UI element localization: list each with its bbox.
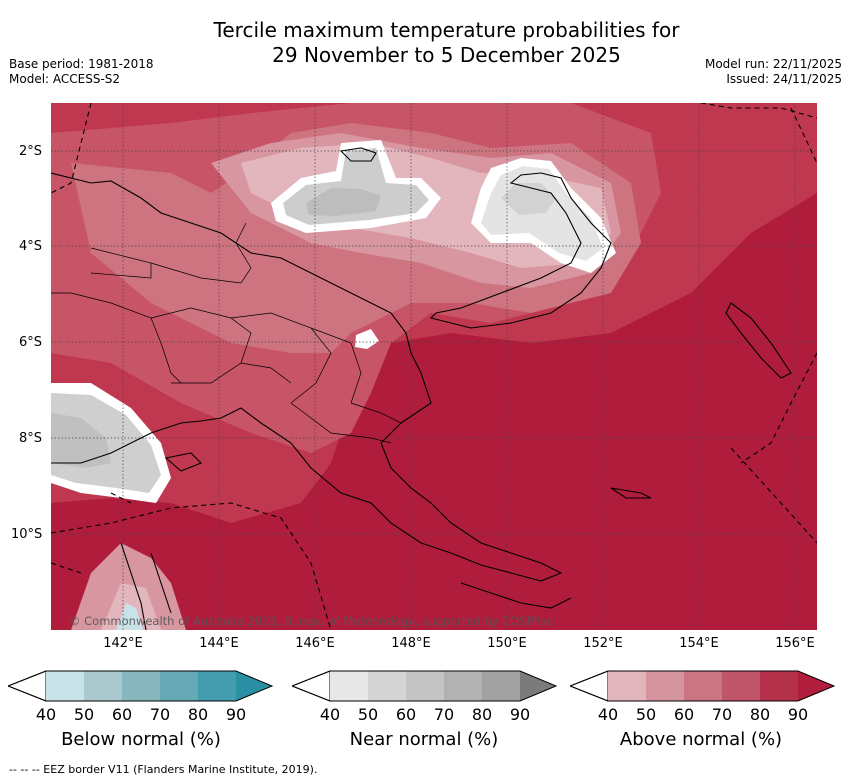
cb3-tick: 70 [711,705,733,724]
cb2-swatch-4 [444,671,482,701]
cb2-tick: 70 [433,705,455,724]
below-normal-tip [116,603,143,630]
probability-map [51,103,817,630]
near-normal-core-1 [306,188,381,216]
metadata-right: Model run: 22/11/2025 Issued: 24/11/2025 [705,57,842,87]
cb1-extend-low [8,670,47,702]
cb1-tick: 60 [111,705,133,724]
cb2-tick: 80 [471,705,493,724]
cb2-swatch-5 [482,671,520,701]
cb3-tick: 60 [673,705,695,724]
cb3-tick: 40 [597,705,619,724]
cb1-tick: 40 [35,705,57,724]
cb1-swatch-1 [46,671,84,701]
cb3-tick: 90 [787,705,809,724]
cb1-tick: 90 [225,705,247,724]
lon-label-150e: 150°E [487,636,527,651]
lon-label-154e: 154°E [679,636,719,651]
lon-label-144e: 144°E [199,636,239,651]
metadata-left: Base period: 1981-2018 Model: ACCESS-S2 [9,57,154,87]
colorbar-above-normal [570,670,836,702]
eez-footer-note: -- -- -- EEZ border V11 (Flanders Marine… [9,763,318,776]
cb1-tick: 70 [149,705,171,724]
cb1-swatch-4 [160,671,198,701]
eez-borders [51,103,817,630]
cb2-tick: 50 [357,705,379,724]
cb3-tick: 80 [749,705,771,724]
graticule [51,103,817,630]
cb1-swatch-3 [122,671,160,701]
colorbar-below-normal [8,670,274,702]
base-period: Base period: 1981-2018 [9,57,154,71]
cb1-tick: 80 [187,705,209,724]
province-borders [51,222,402,444]
cb2-swatch-2 [368,671,406,701]
lon-label-146e: 146°E [295,636,335,651]
cb2-tick: 60 [395,705,417,724]
cb2-tick: 90 [509,705,531,724]
map-panel: © Commonwealth of Australia 2025, Bureau… [51,103,817,630]
colorbar-title-near: Near normal (%) [349,729,499,750]
white-blob-small [355,329,379,349]
cb3-tick: 50 [635,705,657,724]
cb2-extend-low [292,670,331,702]
cb3-swatch-4 [722,671,760,701]
cb3-swatch-1 [608,671,646,701]
title-line-2: 29 November to 5 December 2025 [272,43,621,67]
colorbar-title-below: Below normal (%) [61,729,221,750]
lat-label-6s: 6°S [19,335,43,350]
lat-label-10s: 10°S [11,527,43,542]
cb2-tick: 40 [319,705,341,724]
cb3-extend-high [798,671,834,701]
cb1-swatch-5 [198,671,236,701]
colorbar-near-normal [292,670,558,702]
colorbar-title-above: Above normal (%) [619,729,783,750]
cb3-swatch-2 [646,671,684,701]
cb2-extend-high [520,671,556,701]
cb3-swatch-5 [760,671,798,701]
coastlines [51,147,792,630]
cb2-swatch-3 [406,671,444,701]
near-normal-west-core [51,413,111,468]
cb1-swatch-2 [84,671,122,701]
issued-date: Issued: 24/11/2025 [726,72,842,86]
cb1-extend-high [236,671,272,701]
lat-label-4s: 4°S [19,239,43,254]
cb3-swatch-3 [684,671,722,701]
lat-label-2s: 2°S [19,144,43,159]
lon-label-156e: 156°E [775,636,815,651]
copyright-notice: © Commonwealth of Australia 2025, Bureau… [69,614,554,628]
cb1-tick: 50 [73,705,95,724]
lat-label-8s: 8°S [19,431,43,446]
lon-label-142e: 142°E [103,636,143,651]
title-line-1: Tercile maximum temperature probabilitie… [213,18,680,42]
cb2-swatch-1 [330,671,368,701]
model-run: Model run: 22/11/2025 [704,57,842,71]
map-title: Tercile maximum temperature probabilitie… [0,18,850,68]
model-name: Model: ACCESS-S2 [9,72,121,86]
cb3-extend-low [570,670,609,702]
lon-label-148e: 148°E [391,636,431,651]
lon-label-152e: 152°E [583,636,623,651]
